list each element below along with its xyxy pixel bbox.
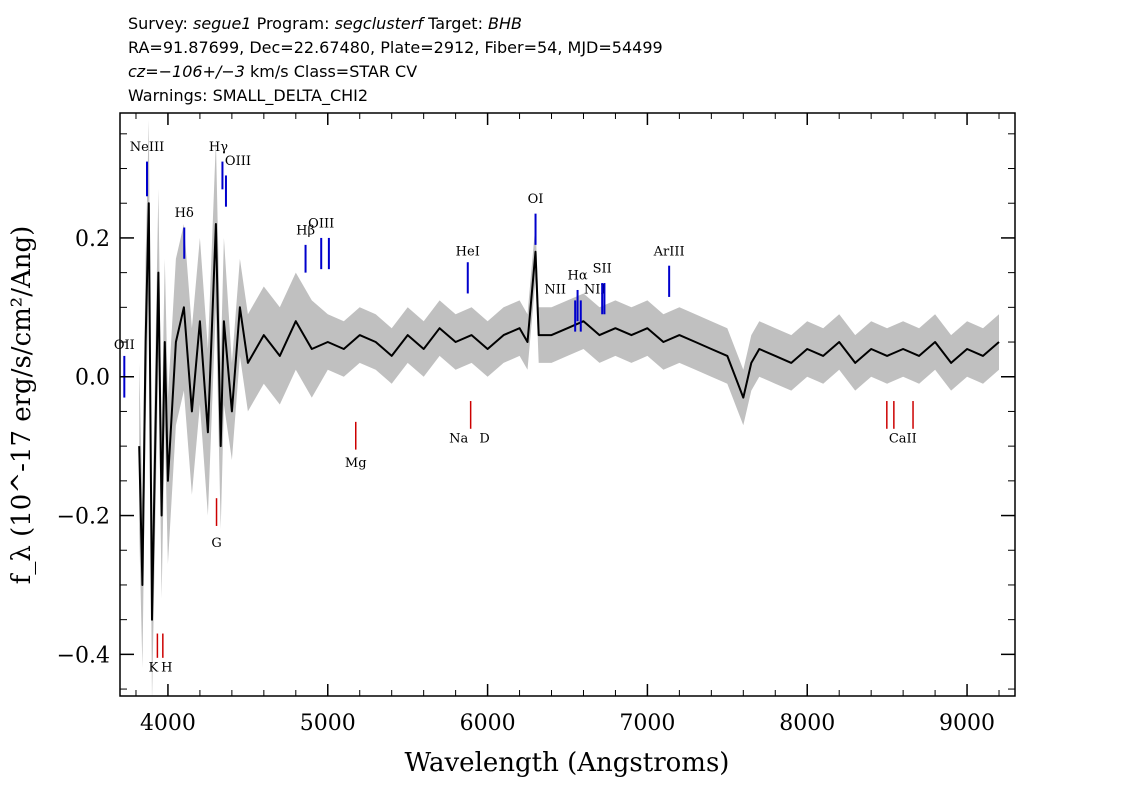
- absorption-line-label: D: [479, 432, 489, 447]
- spectral-line-markers: OIINeIIIHδHγOIIIHβOIIIHeIOINIIHαNIISIIAr…: [114, 140, 917, 676]
- x-tick-label: 5000: [300, 711, 356, 736]
- target-label: Target:: [428, 14, 483, 33]
- emission-line-label: Hα: [568, 269, 588, 284]
- absorption-line-label: H: [161, 661, 172, 676]
- program-value: segclusterf: [334, 14, 423, 33]
- emission-line-label: SII: [593, 262, 612, 277]
- redshift-value: cz=−106+/−3: [128, 62, 245, 81]
- flux-error-band: [139, 119, 999, 696]
- emission-line-label: OIII: [225, 154, 251, 169]
- y-tick-label: −0.2: [57, 505, 110, 530]
- x-tick-label: 8000: [779, 711, 835, 736]
- survey-value: segue1: [192, 14, 252, 33]
- emission-line-label: Hγ: [209, 140, 228, 155]
- y-tick-label: 0.2: [75, 227, 110, 252]
- x-tick-label: 6000: [460, 711, 516, 736]
- header-line-redshift: cz=−106+/−3 km/s Class=STAR CV: [128, 62, 417, 81]
- emission-line-label: HeI: [456, 244, 480, 259]
- absorption-line-label: K: [149, 661, 159, 676]
- header-line-survey: Survey: segue1 Program: segclusterf Targ…: [128, 14, 522, 33]
- absorption-line-label: Mg: [345, 456, 367, 471]
- x-tick-label: 7000: [619, 711, 675, 736]
- header-line-warnings: Warnings: SMALL_DELTA_CHI2: [128, 86, 369, 105]
- flux-layer: [138, 202, 1000, 621]
- y-axis-title: f_λ (10^-17 erg/s/cm²/Ang): [7, 226, 37, 585]
- emission-line-label: NII: [544, 282, 566, 297]
- plot-frame: [119, 112, 1016, 697]
- emission-line-label: NII: [584, 282, 606, 297]
- emission-line-label: OIII: [308, 217, 334, 232]
- absorption-line-label: CaII: [889, 432, 917, 447]
- y-axis-title-text: f_λ (10^-17 erg/s/cm²/Ang): [7, 226, 37, 585]
- survey-label: Survey:: [128, 14, 188, 33]
- y-tick-label: −0.4: [57, 643, 110, 668]
- x-tick-label: 4000: [140, 711, 196, 736]
- emission-line-label: NeIII: [130, 140, 164, 155]
- error-band: [139, 119, 999, 696]
- emission-line-label: OII: [114, 338, 135, 353]
- emission-line-label: Hδ: [175, 206, 194, 221]
- target-value: BHB: [488, 14, 523, 33]
- x-axis-title: Wavelength (Angstroms): [405, 748, 730, 778]
- y-tick-label: 0.0: [75, 366, 110, 391]
- absorption-line-label: Na: [449, 432, 468, 447]
- redshift-class: km/s Class=STAR CV: [250, 62, 418, 81]
- header-line-coords: RA=91.87699, Dec=22.67480, Plate=2912, F…: [128, 38, 663, 57]
- flux-series-line: [138, 202, 1000, 621]
- axis-ticks: 4000 5000 6000 7000 8000 9000 −0.4 −0.2 0.0 0.2: [57, 113, 1015, 736]
- x-tick-label: 9000: [939, 711, 995, 736]
- emission-line-label: OI: [528, 192, 544, 207]
- absorption-line-label: G: [211, 536, 221, 551]
- emission-line-label: ArIII: [653, 244, 685, 259]
- program-label: Program:: [256, 14, 330, 33]
- emission-line-label: Hβ: [296, 223, 315, 238]
